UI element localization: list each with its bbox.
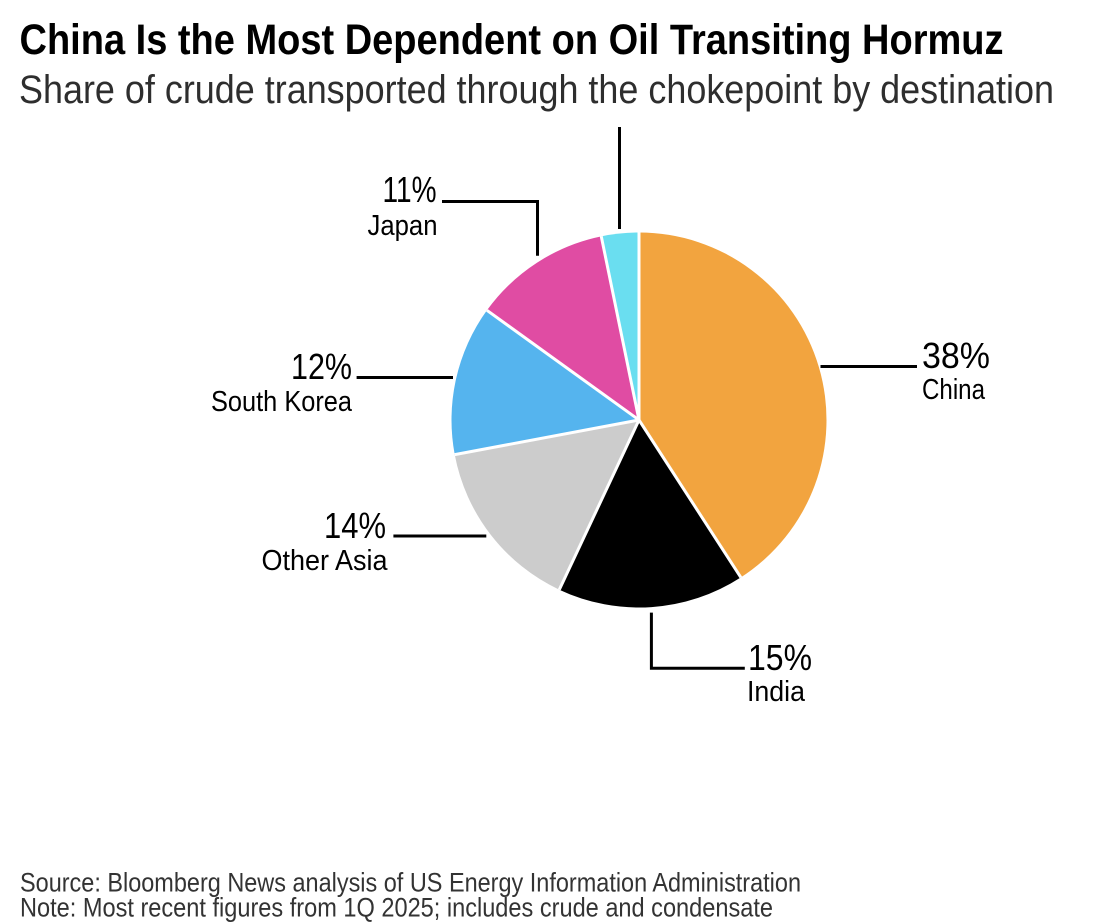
svg-text:15%: 15% <box>748 637 812 678</box>
svg-text:India: India <box>747 676 806 708</box>
svg-text:12%: 12% <box>291 346 352 387</box>
svg-text:China: China <box>922 374 986 406</box>
svg-text:11%: 11% <box>383 169 437 210</box>
svg-text:Share of crude transported thr: Share of crude transported through the c… <box>19 68 1054 112</box>
svg-text:Other Asia: Other Asia <box>262 545 389 577</box>
svg-text:38%: 38% <box>922 335 990 376</box>
svg-text:Note: Most recent figures from: Note: Most recent figures from 1Q 2025; … <box>20 893 773 923</box>
svg-text:Japan: Japan <box>368 210 438 242</box>
svg-text:China Is the Most Dependent on: China Is the Most Dependent on Oil Trans… <box>20 16 1004 64</box>
svg-text:14%: 14% <box>324 505 386 546</box>
svg-text:Source: Bloomberg News analysi: Source: Bloomberg News analysis of US En… <box>20 868 801 898</box>
svg-text:South Korea: South Korea <box>211 386 353 418</box>
